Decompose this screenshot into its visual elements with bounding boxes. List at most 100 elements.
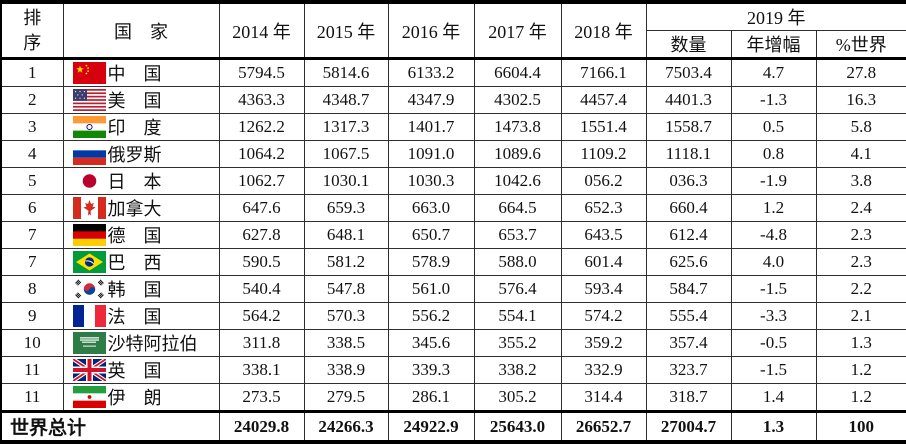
value-cell: 0.8 [730, 140, 817, 168]
country-row: 9 法 国 564.2 570.3 556.2 554.1 574.2 555.4 -3.3 2.… [0, 302, 906, 330]
value-cell: 3.8 [815, 167, 906, 195]
value-cell: 1.3 [815, 329, 906, 357]
value-cell: 643.5 [560, 221, 647, 249]
country-name: 沙特阿拉伯 [107, 334, 198, 354]
country-cell: 法 国 [62, 302, 220, 330]
value-cell: 593.4 [560, 275, 647, 303]
country-name: 日 本 [107, 172, 162, 192]
value-cell: 578.9 [387, 248, 475, 276]
country-name: 俄罗斯 [107, 145, 162, 165]
value-cell: 332.9 [560, 356, 647, 384]
country-row: 2 美 国 4363.3 4348.7 4347.9 4302.5 4457.4 4401.3… [0, 86, 906, 114]
country-name: 美 国 [107, 91, 162, 111]
country-cell: 中 国 [62, 58, 220, 87]
country-row: 10 沙特阿拉伯 311.8 338.5 345.6 355.2 359.2 357.4 -0.… [0, 329, 906, 357]
value-cell: 1.2 [815, 356, 906, 384]
country-cell: 美 国 [62, 86, 220, 114]
header-year-2018: 2018 年 [560, 1, 647, 60]
value-cell: 1109.2 [560, 140, 647, 168]
country-row: 7 德 国 627.8 648.1 650.7 653.7 643.5 612.4 -4.8 2.… [0, 221, 906, 249]
value-cell: 659.3 [303, 194, 389, 222]
value-cell: 338.5 [303, 329, 389, 357]
country-cell: 英 国 [62, 356, 220, 384]
value-cell: 4.7 [730, 58, 817, 87]
country-cell: 沙特阿拉伯 [62, 329, 220, 357]
value-cell: 648.1 [303, 221, 389, 249]
total-value-cell: 24266.3 [303, 410, 389, 443]
value-cell: 1.2 [815, 383, 906, 412]
country-row: 5 日 本 1062.7 1030.1 1030.3 1042.6 056.2 036.3 -1… [0, 167, 906, 195]
value-cell: 561.0 [387, 275, 475, 303]
value-cell: 311.8 [218, 329, 305, 357]
total-value-cell: 24922.9 [387, 410, 475, 443]
value-cell: 5814.6 [303, 58, 389, 87]
country-name: 加拿大 [107, 199, 162, 219]
value-cell: 339.3 [387, 356, 475, 384]
rank-cell: 9 [0, 302, 64, 330]
value-cell: 036.3 [645, 167, 732, 195]
value-cell: 1030.3 [387, 167, 475, 195]
flag-usa-icon [72, 89, 106, 111]
value-cell: 4401.3 [645, 86, 732, 114]
country-cell: 巴 西 [62, 248, 220, 276]
flag-canada-icon [72, 197, 106, 219]
country-name: 印 度 [107, 118, 162, 138]
value-cell: 1064.2 [218, 140, 305, 168]
value-cell: 305.2 [473, 383, 562, 412]
flag-france-icon [72, 305, 106, 327]
country-row: 1 中 国 5794.5 5814.6 6133.2 6604.4 7166.1 7503.4… [0, 58, 906, 87]
country-cell: 德 国 [62, 221, 220, 249]
value-cell: 6604.4 [473, 58, 562, 87]
country-row: 11 英 国 338.1 338.9 339.3 338.2 332.9 323.7 -1.5 1… [0, 356, 906, 384]
value-cell: 570.3 [303, 302, 389, 330]
value-cell: 1401.7 [387, 113, 475, 141]
header-rank-label: 排序 [23, 8, 42, 53]
header-2019-annual-growth: 年增幅 [730, 30, 817, 60]
value-cell: 555.4 [645, 302, 732, 330]
value-cell: -1.5 [730, 356, 817, 384]
header-year-2015: 2015 年 [303, 1, 389, 60]
rank-cell: 5 [0, 167, 64, 195]
value-cell: 556.2 [387, 302, 475, 330]
value-cell: 4.1 [815, 140, 906, 168]
value-cell: 547.8 [303, 275, 389, 303]
value-cell: 647.6 [218, 194, 305, 222]
value-cell: 345.6 [387, 329, 475, 357]
total-value-cell: 27004.7 [645, 410, 732, 443]
value-cell: 1.4 [730, 383, 817, 412]
value-cell: 625.6 [645, 248, 732, 276]
country-cell: 伊 朗 [62, 383, 220, 412]
country-name: 巴 西 [107, 253, 162, 273]
value-cell: 612.4 [645, 221, 732, 249]
rank-cell: 11 [0, 356, 64, 384]
header-country: 国 家 [62, 1, 220, 60]
value-cell: 0.5 [730, 113, 817, 141]
value-cell: 2.2 [815, 275, 906, 303]
country-row: 8 韩 国 540.4 547.8 561.0 576.4 593.4 584.7 -1.5 2.… [0, 275, 906, 303]
country-row: 4 俄罗斯 1064.2 1067.5 1091.0 1089.6 1109.2 1118.1… [0, 140, 906, 168]
rank-cell: 2 [0, 86, 64, 114]
value-cell: 2.4 [815, 194, 906, 222]
total-value-cell: 25643.0 [473, 410, 562, 443]
value-cell: 6133.2 [387, 58, 475, 87]
value-cell: 1062.7 [218, 167, 305, 195]
value-cell: 4302.5 [473, 86, 562, 114]
flag-china-icon [72, 62, 106, 84]
header-2019-quantity: 数量 [645, 30, 732, 60]
value-cell: 2.1 [815, 302, 906, 330]
country-cell: 日 本 [62, 167, 220, 195]
world-total-row: 世界总计 24029.8 24266.3 24922.9 25643.0 266… [0, 410, 906, 443]
country-name: 法 国 [107, 307, 162, 327]
country-cell: 印 度 [62, 113, 220, 141]
country-name: 德 国 [107, 226, 162, 246]
table-footer: 世界总计 24029.8 24266.3 24922.9 25643.0 266… [0, 410, 906, 443]
value-cell: 314.4 [560, 383, 647, 412]
flag-saudi-arabia-icon [72, 332, 106, 354]
value-cell: 056.2 [560, 167, 647, 195]
value-cell: 338.1 [218, 356, 305, 384]
value-cell: 16.3 [815, 86, 906, 114]
value-cell: 581.2 [303, 248, 389, 276]
flag-russia-icon [72, 143, 106, 165]
country-cell: 韩 国 [62, 275, 220, 303]
